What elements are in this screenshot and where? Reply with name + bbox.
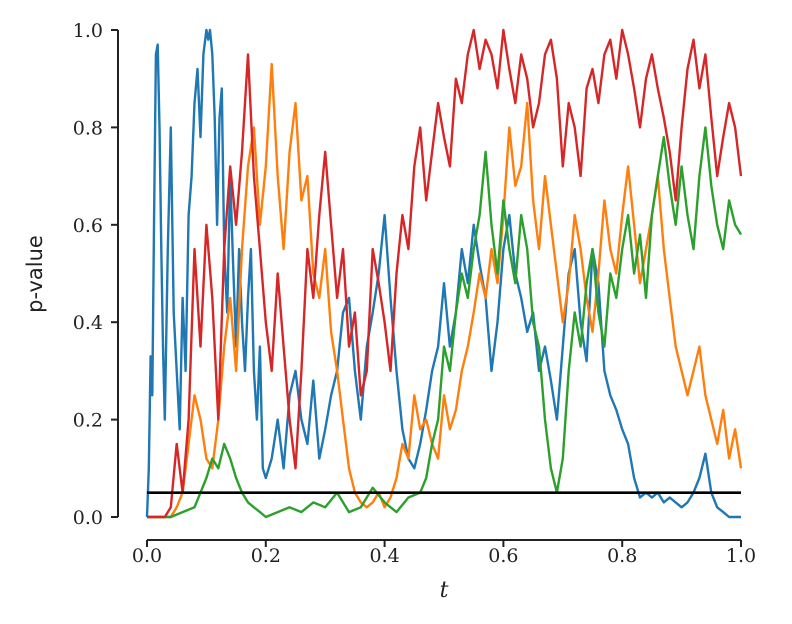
x-tick-label: 0.2 — [251, 545, 281, 567]
y-tick-label: 0.2 — [73, 410, 103, 432]
y-tick-label: 0.8 — [73, 117, 103, 139]
x-tick-label: 0.0 — [132, 545, 162, 567]
x-tick-label: 0.8 — [607, 545, 637, 567]
series-line-3 — [147, 126, 743, 519]
y-tick-label: 1.0 — [73, 20, 103, 42]
series-line-1 — [145, 28, 741, 519]
y-axis-label: p-value — [23, 235, 47, 313]
y-tick-label: 0.4 — [73, 312, 103, 334]
axes-layer — [117, 30, 741, 541]
x-tick-label: 1.0 — [726, 545, 756, 567]
x-axis-label: t — [440, 578, 449, 603]
y-tick-label: 0.6 — [73, 215, 103, 237]
y-tick-label: 0.0 — [73, 507, 103, 529]
x-tick-label: 0.6 — [488, 545, 518, 567]
series-line-2 — [147, 62, 743, 519]
series-line-4 — [147, 28, 743, 519]
tick-layer: 0.0 0.2 0.4 0.6 0.8 1.0 0.0 0.2 0.4 0.6 0.8 1.0 — [73, 20, 756, 567]
series-layer — [145, 28, 743, 519]
x-tick-label: 0.4 — [369, 545, 399, 567]
